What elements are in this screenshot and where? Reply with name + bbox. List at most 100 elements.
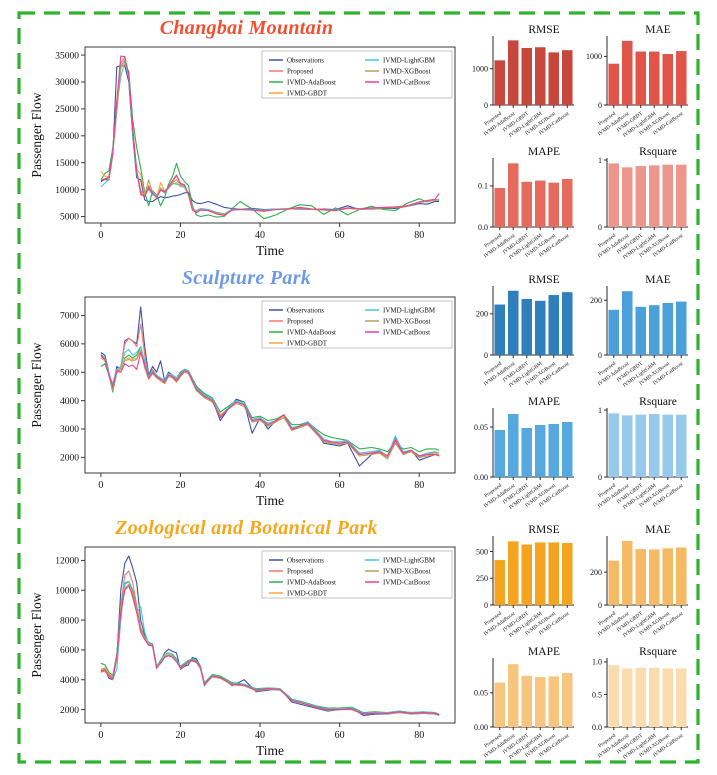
bar-chart-zoo-mae: MAE 0 200 Proposed IVMD-AdaBoost IVMD-GBDT IVM… [579, 523, 691, 643]
bar-Proposed [494, 304, 506, 355]
bar-chart-sculpture-rmse: RMSE 0 200 Proposed IVMD-AdaBoost IVMD-GBDT IV… [465, 273, 577, 393]
plot-frame [84, 46, 456, 224]
y-tick-label: 0.00 [474, 723, 488, 732]
bar-IVMD-AdaBoost [507, 290, 519, 355]
legend-label-IVMD-CatBoost: IVMD-CatBoost [383, 328, 430, 336]
legend: Observations Proposed IVMD-AdaBoost IVMD-GB… [261, 550, 453, 599]
y-axis: 0.00 0.05 [474, 689, 493, 732]
x-tick-label: 0 [98, 230, 103, 241]
x-tick-label: 0 [98, 730, 103, 741]
bar-IVMD-GBDT [521, 298, 533, 355]
legend-label-Proposed: Proposed [287, 317, 314, 325]
bar-IVMD-CatBoost [675, 414, 687, 477]
metric-grid-zoo: RMSE 0 250 500 Proposed IVMD-AdaBoost IVMD-GBD… [465, 515, 691, 765]
legend-label-IVMD-XGBoost: IVMD-XGBoost [383, 567, 431, 575]
figure-content: Changbai Mountain 5000 10000 15000 20000 250… [28, 15, 691, 765]
bar-IVMD-CatBoost [675, 301, 687, 355]
legend-box [261, 300, 453, 349]
series-IVMD-AdaBoost [100, 580, 440, 715]
y-axis: 0 200 [590, 568, 607, 610]
y-tick-label: 0.0 [592, 723, 602, 732]
bar-chart-sculpture-rsquare: Rsquare 0 1 Proposed IVMD-AdaBoost IVMD-GBDT I… [579, 395, 691, 515]
y-tick-label: 0.5 [592, 690, 602, 699]
bars [494, 541, 573, 605]
bar-chart-sculpture-mae: MAE 0 200 Proposed IVMD-AdaBoost IVMD-GBDT IVM… [579, 273, 691, 393]
bars [608, 665, 687, 727]
y-tick-label: 0 [484, 601, 488, 610]
bar-IVMD-XGBoost [662, 414, 674, 477]
metric-title-RMSE: RMSE [528, 524, 559, 536]
bar-Proposed [608, 309, 620, 355]
zoo-rmse-svg: RMSE 0 250 500 ProposedIVMD-AdaBoostIVMD-GBD… [476, 524, 574, 639]
y-tick-label: 0 [598, 101, 602, 110]
bar-IVMD-GBDT [635, 549, 647, 605]
x-axis: ProposedIVMD-AdaBoostIVMD-GBDTIVMD-Light… [483, 105, 571, 139]
bars [494, 664, 573, 727]
y-tick-label: 5000 [60, 368, 79, 378]
x-axis: 0 20 40 60 80 [98, 223, 424, 241]
metric-title-RMSE: RMSE [528, 24, 559, 36]
series-IVMD-LightGBM [100, 346, 440, 457]
y-axis: 0 1000 [472, 64, 493, 110]
bar-IVMD-XGBoost [548, 295, 560, 355]
y-tick-label: 0.1 [478, 182, 488, 191]
bar-IVMD-GBDT [521, 428, 533, 477]
bar-IVMD-CatBoost [675, 164, 687, 227]
y-tick-label: 6000 [60, 340, 79, 350]
bar-IVMD-GBDT [521, 675, 533, 727]
bar-IVMD-LightGBM [648, 165, 660, 227]
y-tick-label: 20000 [55, 132, 79, 142]
y-tick-label: 1000 [586, 52, 602, 61]
legend-label-IVMD-GBDT: IVMD-GBDT [287, 89, 328, 97]
bar-IVMD-GBDT [635, 166, 647, 227]
bar-IVMD-GBDT [635, 306, 647, 355]
x-axis: ProposedIVMD-AdaBoostIVMD-GBDTIVMD-Light… [597, 105, 685, 139]
bar-Proposed [494, 560, 506, 605]
x-tick-label: 40 [255, 230, 265, 241]
y-tick-label: 4000 [60, 676, 79, 686]
bar-IVMD-XGBoost [548, 424, 560, 477]
bar-IVMD-AdaBoost [621, 668, 633, 727]
bar-IVMD-XGBoost [548, 52, 560, 105]
bars [608, 291, 687, 355]
y-tick-label: 1000 [472, 64, 488, 73]
sculpture-mae-svg: MAE 0 200 ProposedIVMD-AdaBoostIVMD-GBDTIVM… [590, 274, 688, 389]
line-chart-zoo: 2000 4000 6000 8000 10000 12000 0 20 40 60 80 Time P… [28, 541, 465, 761]
y-axis: 01 [598, 406, 607, 482]
bar-IVMD-CatBoost [561, 542, 573, 605]
section-title-changbai: Changbai Mountain [159, 17, 334, 39]
bar-chart-changbai-mae: MAE 0 1000 Proposed IVMD-AdaBoost IVMD-GBDT IV… [579, 23, 691, 143]
y-tick-label: 15000 [55, 159, 79, 169]
changbai-line-svg: 5000 10000 15000 20000 25000 30000 35000 0 20 40 6… [29, 46, 456, 258]
bar-IVMD-GBDT [521, 47, 533, 105]
changbai-left-column: Changbai Mountain 5000 10000 15000 20000 250… [28, 15, 465, 261]
y-tick-label: 1 [598, 156, 602, 165]
legend-label-IVMD-AdaBoost: IVMD-AdaBoost [287, 78, 336, 86]
bar-Proposed [608, 665, 620, 727]
bar-chart-changbai-rmse: RMSE 0 1000 Proposed IVMD-AdaBoost IVMD-GBDT I… [465, 23, 577, 143]
bar-IVMD-XGBoost [662, 164, 674, 227]
y-tick-label: 500 [476, 547, 488, 556]
sculpture-mape-svg: MAPE 0.00 0.05 ProposedIVMD-AdaBoostIVMD-GB… [474, 396, 574, 511]
bar-IVMD-LightGBM [534, 180, 546, 227]
bar-IVMD-CatBoost [675, 668, 687, 727]
y-tick-label: 250 [476, 574, 488, 583]
bars [608, 163, 687, 227]
x-axis: 0 20 40 60 80 [98, 723, 424, 741]
bar-Proposed [608, 560, 620, 605]
y-tick-label: 0.00 [474, 473, 488, 482]
y-tick-label: 6000 [60, 646, 79, 656]
bar-IVMD-LightGBM [534, 300, 546, 355]
y-axis: 0 250 500 [476, 547, 493, 610]
bar-IVMD-XGBoost [662, 548, 674, 605]
bar-IVMD-AdaBoost [621, 40, 633, 105]
line-chart-sculpture: 2000 3000 4000 5000 6000 7000 0 20 40 60 80 Time Pas… [28, 291, 465, 511]
y-tick-label: 5000 [60, 213, 79, 223]
bar-IVMD-GBDT [635, 51, 647, 105]
sculpture-rsquare-svg: Rsquare01ProposedIVMD-AdaBoostIVMD-GBDTI… [597, 396, 688, 511]
y-axis: 01 [598, 156, 607, 232]
metric-title-Rsquare: Rsquare [639, 146, 677, 158]
plot-frame [84, 296, 456, 474]
bars [608, 413, 687, 477]
bar-IVMD-LightGBM [534, 425, 546, 477]
